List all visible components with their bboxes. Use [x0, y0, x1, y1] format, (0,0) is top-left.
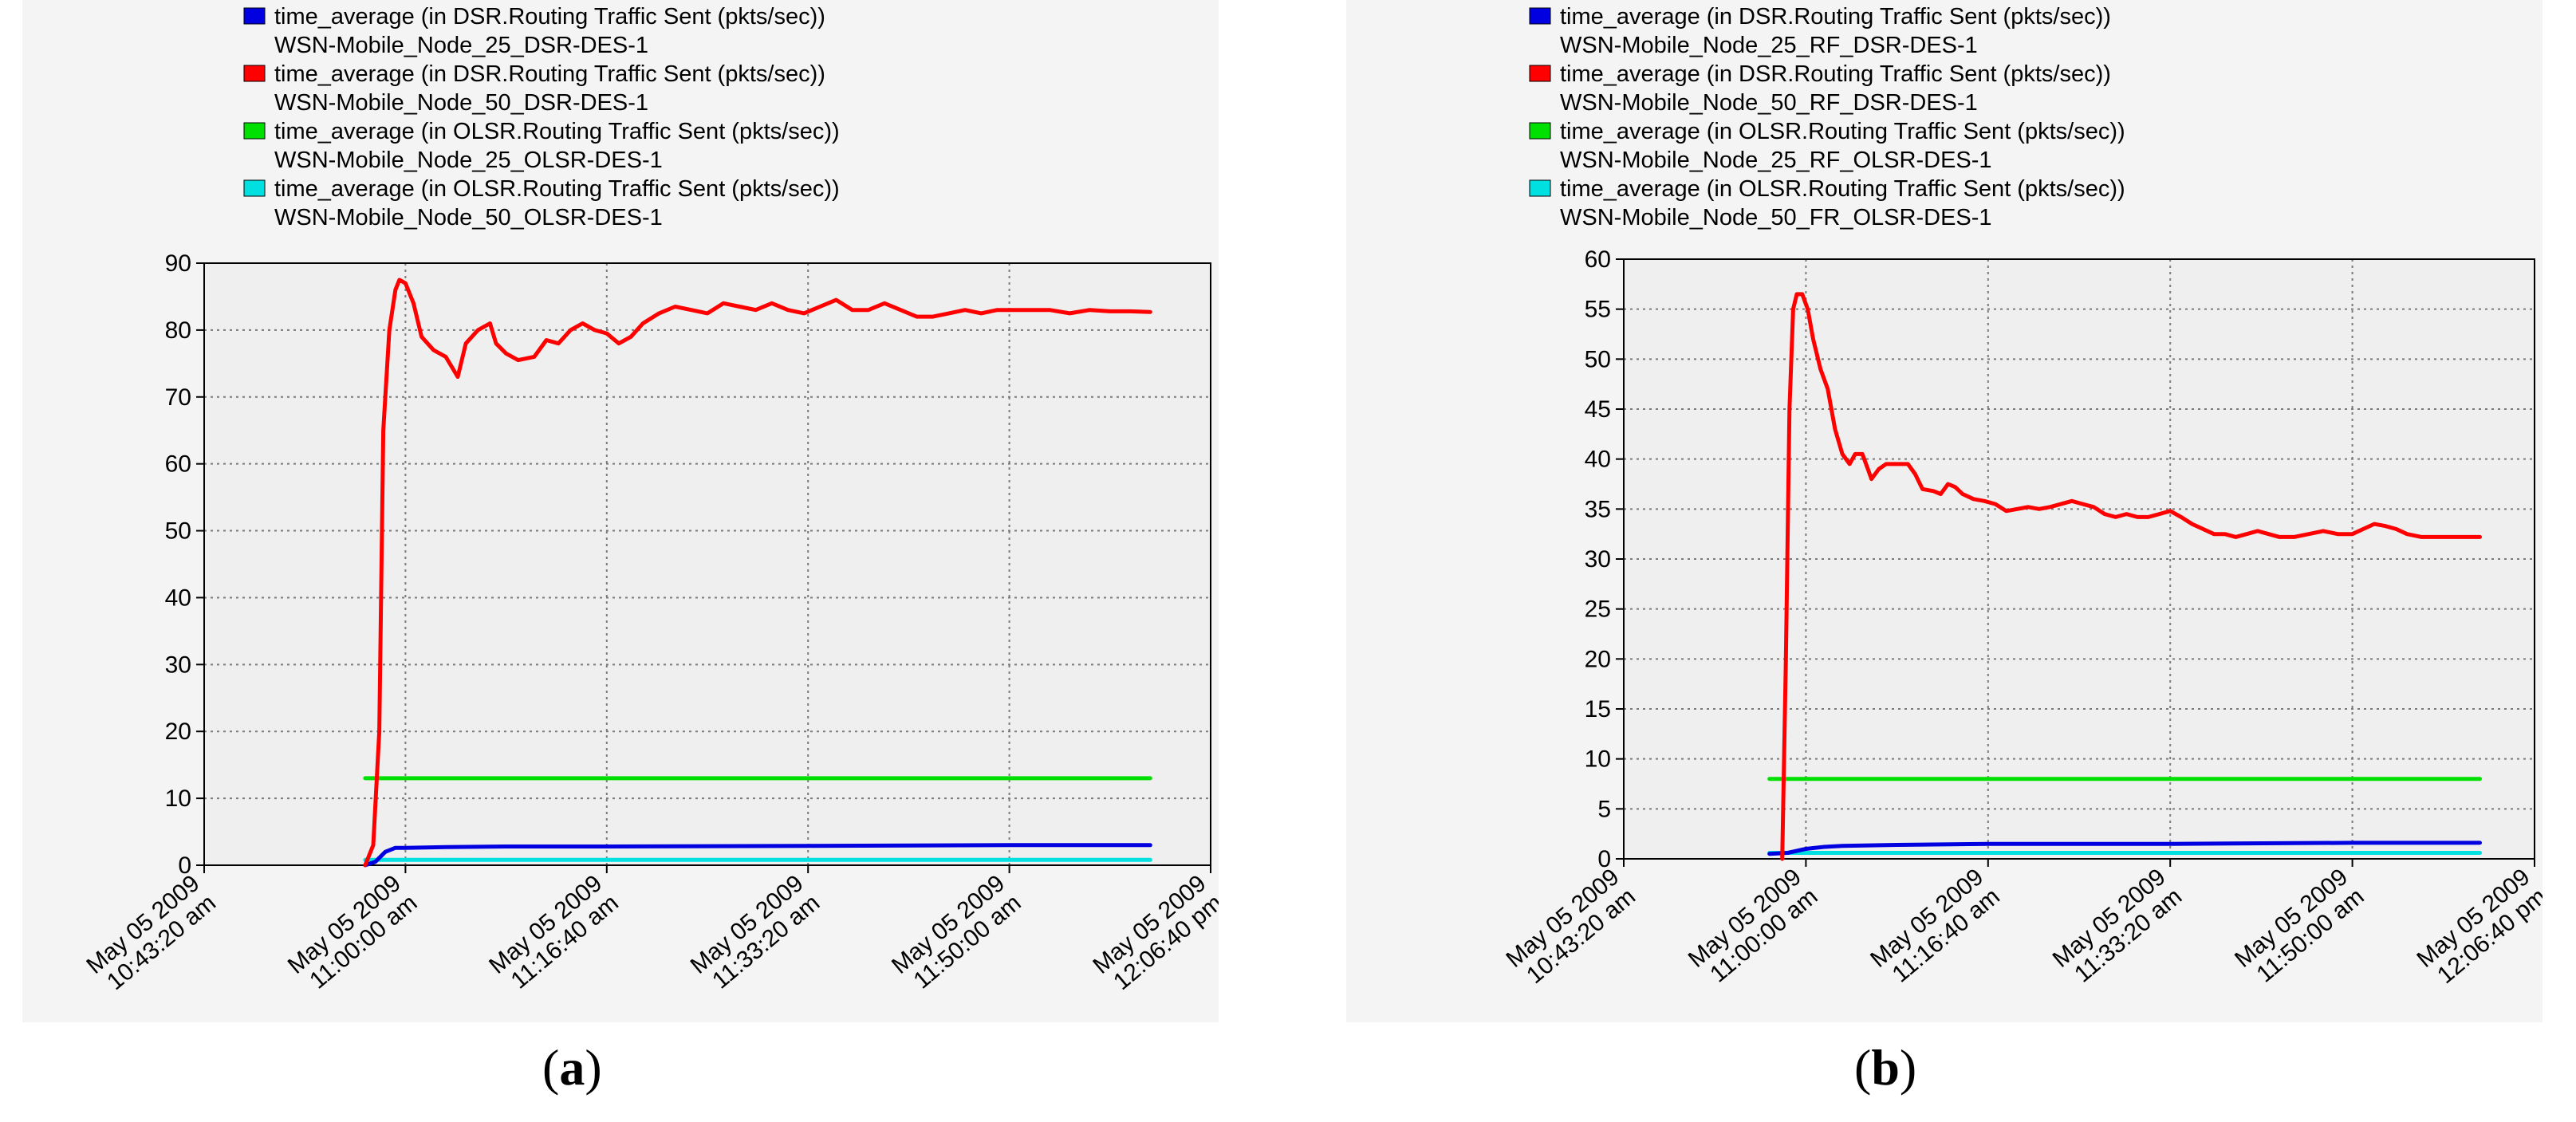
legend-swatch	[243, 65, 266, 82]
y-tick-label: 10	[165, 785, 191, 812]
y-tick-label: 60	[1585, 246, 1611, 273]
y-tick-label: 50	[1585, 346, 1611, 372]
legend-series-sub: WSN-Mobile_Node_50_OLSR-DES-1	[274, 205, 663, 230]
legend-series-name: time_average (in DSR.Routing Traffic Sen…	[274, 4, 825, 30]
y-tick-label: 15	[1585, 696, 1611, 722]
chart-b-svg: time_average (in DSR.Routing Traffic Sen…	[1501, 4, 2543, 989]
y-tick-label: 35	[1585, 496, 1611, 522]
plot-frame	[203, 262, 1211, 866]
legend-series-sub: WSN-Mobile_Node_50_DSR-DES-1	[274, 90, 648, 116]
y-tick-label: 0	[178, 852, 191, 879]
y-tick-label: 10	[1585, 746, 1611, 773]
legend-series-sub: WSN-Mobile_Node_25_DSR-DES-1	[274, 33, 648, 58]
y-tick-label: 30	[165, 652, 191, 678]
caption-a: (a)	[542, 1039, 602, 1096]
y-tick-label: 5	[1597, 796, 1611, 822]
series-line	[363, 278, 1152, 868]
caption-b: (b)	[1854, 1039, 1917, 1096]
series-line	[1780, 292, 2482, 861]
y-tick-label: 90	[165, 250, 191, 277]
legend-swatch	[1529, 7, 1551, 25]
y-tick-label: 45	[1585, 396, 1611, 423]
legend-swatch	[243, 7, 266, 25]
y-tick-label: 60	[165, 451, 191, 478]
y-tick-label: 0	[1597, 846, 1611, 872]
caption-b-letter: b	[1871, 1039, 1900, 1096]
legend-swatch	[1529, 179, 1551, 197]
y-tick-label: 70	[165, 384, 191, 411]
chart-panel-b: time_average (in DSR.Routing Traffic Sen…	[1346, 0, 2543, 1022]
legend-series-name: time_average (in DSR.Routing Traffic Sen…	[1560, 61, 2111, 87]
y-tick-label: 55	[1585, 297, 1611, 323]
plot-area	[204, 263, 1211, 865]
legend-series-name: time_average (in OLSR.Routing Traffic Se…	[274, 119, 840, 144]
legend-series-name: time_average (in OLSR.Routing Traffic Se…	[274, 176, 840, 202]
legend-series-name: time_average (in DSR.Routing Traffic Sen…	[274, 61, 825, 87]
y-tick-label: 80	[165, 317, 191, 344]
y-tick-label: 50	[165, 518, 191, 545]
y-tick-label: 40	[165, 585, 191, 611]
legend-swatch	[1529, 122, 1551, 140]
y-tick-label: 20	[1585, 646, 1611, 672]
series-line	[363, 843, 1152, 868]
legend-swatch	[243, 179, 266, 197]
legend-series-name: time_average (in DSR.Routing Traffic Sen…	[1560, 4, 2111, 30]
series-line	[1767, 841, 2482, 856]
legend-series-name: time_average (in OLSR.Routing Traffic Se…	[1560, 119, 2125, 144]
legend-swatch	[1529, 65, 1551, 82]
legend-series-name: time_average (in OLSR.Routing Traffic Se…	[1560, 176, 2125, 202]
y-tick-label: 40	[1585, 447, 1611, 473]
chart-panel-a: time_average (in DSR.Routing Traffic Sen…	[22, 0, 1219, 1022]
legend-swatch	[243, 122, 266, 140]
y-tick-label: 30	[1585, 546, 1611, 573]
legend-series-sub: WSN-Mobile_Node_25_RF_OLSR-DES-1	[1560, 148, 1992, 173]
y-tick-label: 20	[165, 718, 191, 745]
legend-series-sub: WSN-Mobile_Node_25_RF_DSR-DES-1	[1560, 33, 1978, 58]
legend-series-sub: WSN-Mobile_Node_25_OLSR-DES-1	[274, 148, 663, 173]
caption-a-letter: a	[559, 1039, 585, 1096]
chart-a-svg: time_average (in DSR.Routing Traffic Sen…	[81, 4, 1219, 995]
legend-series-sub: WSN-Mobile_Node_50_RF_DSR-DES-1	[1560, 90, 1978, 116]
y-tick-label: 25	[1585, 596, 1611, 623]
legend-series-sub: WSN-Mobile_Node_50_FR_OLSR-DES-1	[1560, 205, 1992, 230]
